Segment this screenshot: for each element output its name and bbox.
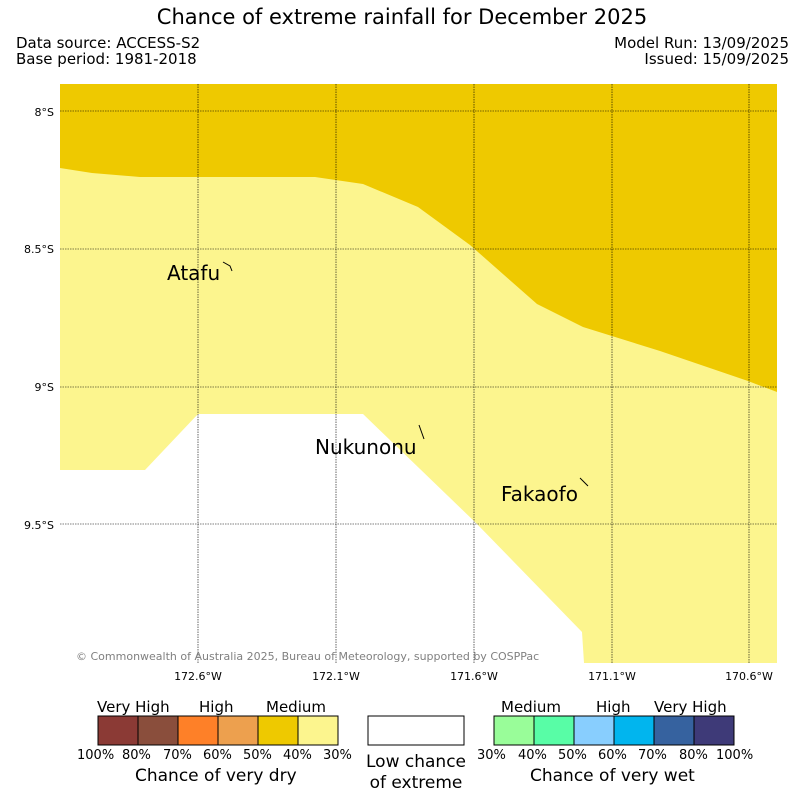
- low-chance-line1: Low chance: [366, 752, 466, 772]
- low-chance-line2: of extreme: [369, 773, 463, 793]
- graticule: [60, 84, 777, 663]
- dry-tick-70: 70%: [163, 748, 192, 763]
- lon-label-170-6w: 170.6°W: [725, 670, 773, 683]
- map-title: Chance of extreme rainfall for December …: [156, 5, 648, 29]
- dry-swatch-4: [257, 715, 299, 746]
- fakaofo-atoll-mark: [579, 477, 589, 487]
- dry-tick-40: 40%: [283, 748, 312, 763]
- wet-swatch-5: [693, 715, 735, 746]
- lat-label-8s: 8°S: [35, 106, 54, 119]
- wet-swatch-3: [613, 715, 655, 746]
- place-atafu: Atafu: [167, 261, 220, 285]
- wet-swatch-2: [573, 715, 615, 746]
- data-source: Data source: ACCESS-S2: [16, 34, 201, 52]
- lon-label-172-6w: 172.6°W: [174, 670, 222, 683]
- wet-tick-80: 80%: [679, 748, 708, 763]
- dry-header-medium: Medium: [266, 698, 326, 716]
- dry-swatch-1: [137, 715, 179, 746]
- wet-header-high: High: [596, 698, 631, 716]
- wet-tick-100: 100%: [716, 748, 754, 763]
- wet-swatch-1: [533, 715, 575, 746]
- model-run: Model Run: 13/09/2025: [614, 34, 789, 52]
- low-chance-swatch: [367, 715, 465, 746]
- dry-tick-60: 60%: [203, 748, 232, 763]
- lon-label-171-6w: 171.6°W: [450, 670, 498, 683]
- place-nukunonu: Nukunonu: [315, 435, 417, 459]
- wet-header-very-high: Very High: [654, 698, 727, 716]
- dry-tick-50: 50%: [243, 748, 272, 763]
- nukunonu-atoll-mark: [418, 424, 425, 440]
- dry-swatch-3: [217, 715, 259, 746]
- dry-legend-title: Chance of very dry: [135, 766, 297, 786]
- dry-swatch-5: [297, 715, 339, 746]
- copyright-notice: © Commonwealth of Australia 2025, Bureau…: [76, 650, 539, 663]
- dry-swatch-0: [97, 715, 139, 746]
- atoll-marks: [222, 261, 589, 487]
- dry-header-high: High: [199, 698, 234, 716]
- dry-tick-100: 100%: [77, 748, 115, 763]
- atafu-atoll-mark: [222, 261, 233, 272]
- lon-label-171-1w: 171.1°W: [588, 670, 636, 683]
- wet-legend-title: Chance of very wet: [530, 766, 695, 786]
- wet-swatch-4: [653, 715, 695, 746]
- wet-tick-30: 30%: [477, 748, 506, 763]
- place-fakaofo: Fakaofo: [501, 482, 578, 506]
- lat-label-9-5s: 9.5°S: [24, 519, 54, 532]
- dry-tick-80: 80%: [122, 748, 151, 763]
- wet-swatch-0: [493, 715, 535, 746]
- base-period: Base period: 1981-2018: [16, 50, 197, 68]
- lat-label-8-5s: 8.5°S: [24, 243, 54, 256]
- dry-tick-30: 30%: [323, 748, 352, 763]
- dry-header-very-high: Very High: [97, 698, 170, 716]
- zone-medium-dry: [60, 84, 777, 392]
- issued-date: Issued: 15/09/2025: [644, 50, 789, 68]
- wet-tick-50: 50%: [558, 748, 587, 763]
- wet-tick-60: 60%: [598, 748, 627, 763]
- wet-tick-40: 40%: [518, 748, 547, 763]
- lon-label-172-1w: 172.1°W: [312, 670, 360, 683]
- dry-swatch-2: [177, 715, 219, 746]
- lat-label-9s: 9°S: [35, 381, 54, 394]
- wet-tick-70: 70%: [638, 748, 667, 763]
- wet-header-medium: Medium: [501, 698, 561, 716]
